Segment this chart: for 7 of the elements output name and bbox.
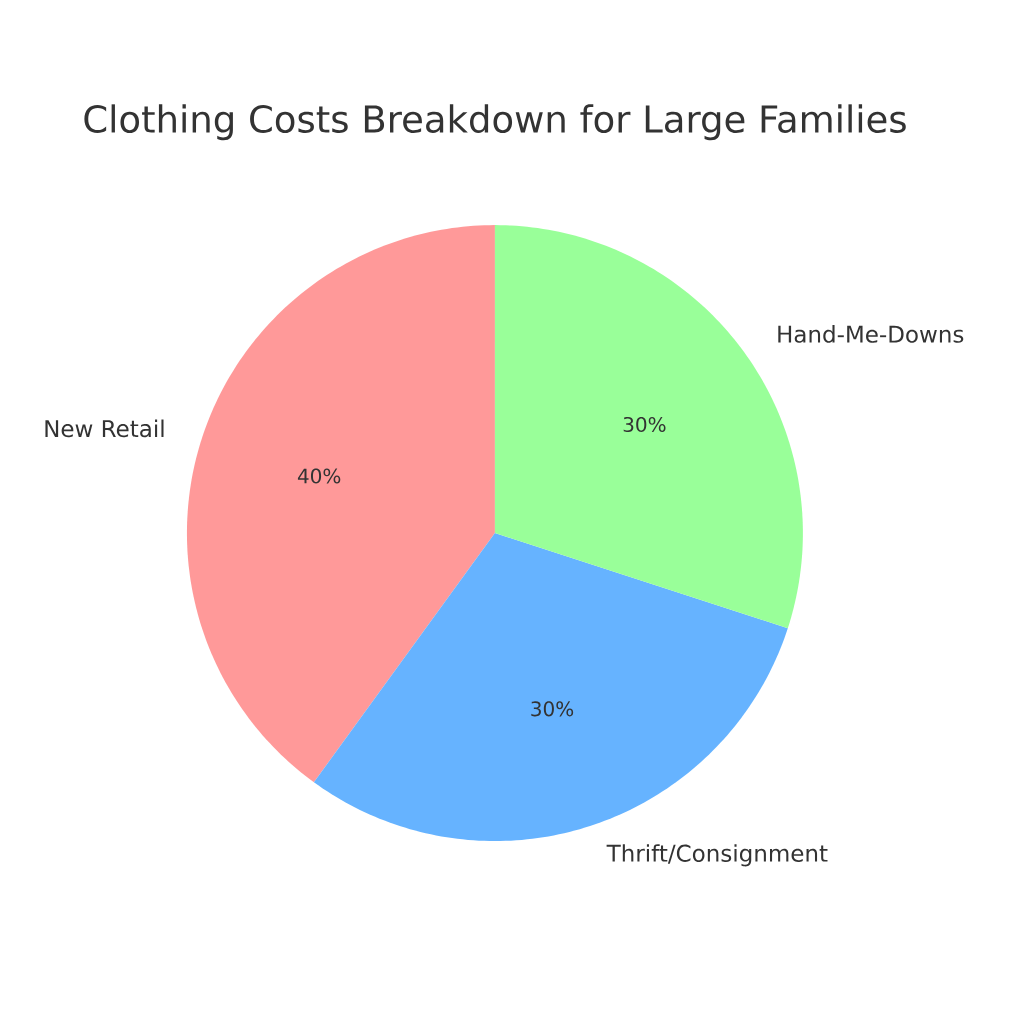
slice-label: Hand-Me-Downs: [778, 325, 964, 343]
slice-label: New Retail: [45, 419, 164, 438]
data-label: 40%: [297, 468, 341, 484]
chart-title: Clothing Costs Breakdown for Large Families: [84, 104, 906, 141]
data-label: 30%: [531, 701, 574, 717]
data-label: 30%: [623, 416, 666, 433]
slice-label: Thrift/Consignment: [606, 844, 828, 867]
